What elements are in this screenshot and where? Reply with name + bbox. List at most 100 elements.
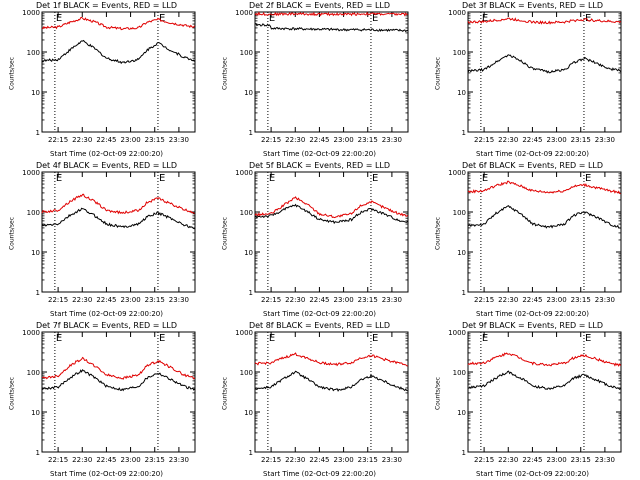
x-tick-label: 22:30 xyxy=(498,456,518,464)
lld-series-line xyxy=(42,356,196,380)
x-tick-label: 22:30 xyxy=(285,136,305,144)
event-marker-label: E xyxy=(269,173,275,184)
x-tick-label: 22:30 xyxy=(285,456,305,464)
plot-panel-det2: Det 2f BLACK = Events, RED = LLD 1 10 100 1… xyxy=(213,0,426,160)
plot-title: Det 5f BLACK = Events, RED = LLD xyxy=(248,161,391,170)
y-tick-label: 1 xyxy=(462,289,466,297)
lld-series-line xyxy=(467,17,622,25)
y-axis-label: Counts/sec xyxy=(434,376,442,411)
event-marker-label: E xyxy=(482,173,488,184)
x-tick-label: 23:30 xyxy=(382,136,402,144)
x-tick-label: 22:45 xyxy=(522,136,542,144)
x-tick-label: 22:15 xyxy=(48,136,68,144)
y-tick-label: 100 xyxy=(240,49,253,57)
events-series-line xyxy=(41,39,196,65)
y-axis-label: Counts/sec xyxy=(221,376,229,411)
x-tick-label: 23:15 xyxy=(571,456,591,464)
y-tick-label: 1 xyxy=(36,129,40,137)
y-tick-label: 10 xyxy=(31,409,40,417)
y-tick-label: 10 xyxy=(457,89,466,97)
y-tick-label: 1000 xyxy=(22,329,40,337)
plot-panel-det8: Det 8f BLACK = Events, RED = LLD 1 10 100 1… xyxy=(213,320,426,480)
event-marker-label: E xyxy=(269,13,275,24)
x-tick-label: 23:30 xyxy=(169,456,189,464)
x-axis-label: Start Time (02-Oct-09 22:00:20) xyxy=(263,470,376,478)
y-tick-label: 10 xyxy=(244,89,253,97)
plot-frame xyxy=(254,331,409,453)
x-tick-label: 23:00 xyxy=(120,456,140,464)
event-marker-label: E xyxy=(159,333,165,344)
event-marker-label: E xyxy=(372,173,378,184)
x-tick-label: 22:45 xyxy=(96,456,116,464)
plot-frame xyxy=(254,11,409,133)
x-axis-label: Start Time (02-Oct-09 22:00:20) xyxy=(50,470,163,478)
event-marker-label: E xyxy=(56,13,62,24)
plot-canvas: 1 10 100 1000 22:15 22:30 22:45 23:00 23:15 23:30… xyxy=(448,169,622,304)
y-tick-label: 1 xyxy=(462,449,466,457)
plot-title: Det 1f BLACK = Events, RED = LLD xyxy=(35,1,178,10)
x-tick-label: 22:30 xyxy=(498,296,518,304)
events-series-line xyxy=(41,207,195,230)
event-marker-label: E xyxy=(159,173,165,184)
plot-canvas: 1 10 100 1000 22:15 22:30 22:45 23:00 23:15 23:30… xyxy=(448,329,622,464)
x-tick-label: 22:15 xyxy=(474,136,494,144)
events-series-line xyxy=(254,370,408,392)
x-tick-label: 22:30 xyxy=(498,136,518,144)
y-tick-label: 10 xyxy=(31,249,40,257)
x-tick-label: 23:30 xyxy=(595,296,615,304)
x-tick-label: 22:45 xyxy=(96,296,116,304)
x-tick-label: 22:15 xyxy=(48,456,68,464)
y-axis-label: Counts/sec xyxy=(434,56,442,91)
plot-frame xyxy=(41,331,196,453)
y-tick-label: 100 xyxy=(27,209,40,217)
event-marker-label: E xyxy=(159,13,165,24)
x-tick-label: 23:15 xyxy=(571,136,591,144)
y-tick-label: 1000 xyxy=(22,169,40,177)
event-marker-label: E xyxy=(269,333,275,344)
plot-canvas: 1 10 100 1000 22:15 22:30 22:45 23:00 23:15 23:30… xyxy=(22,9,196,144)
event-marker-label: E xyxy=(585,173,591,184)
plot-panel-det6: Det 6f BLACK = Events, RED = LLD 1 10 100 1… xyxy=(426,160,639,320)
x-tick-label: 23:15 xyxy=(358,456,378,464)
events-series-line xyxy=(467,370,622,391)
events-series-line xyxy=(467,205,621,229)
x-tick-label: 23:15 xyxy=(145,136,165,144)
x-tick-label: 23:00 xyxy=(120,136,140,144)
y-tick-label: 10 xyxy=(457,409,466,417)
lld-series-line xyxy=(41,193,195,215)
x-tick-label: 22:45 xyxy=(309,136,329,144)
events-series-line xyxy=(41,368,196,392)
y-axis-label: Counts/sec xyxy=(221,216,229,251)
plot-frame xyxy=(254,171,409,293)
x-tick-label: 23:30 xyxy=(595,136,615,144)
lld-series-line xyxy=(467,352,622,367)
plot-canvas: 1 10 100 1000 22:15 22:30 22:45 23:00 23:15 23:30… xyxy=(22,329,196,464)
x-tick-label: 23:30 xyxy=(382,296,402,304)
x-tick-label: 23:00 xyxy=(546,296,566,304)
x-tick-label: 23:30 xyxy=(169,136,189,144)
y-tick-label: 1 xyxy=(36,289,40,297)
plot-frame xyxy=(467,331,622,453)
x-axis-label: Start Time (02-Oct-09 22:00:20) xyxy=(50,310,163,318)
y-tick-label: 100 xyxy=(27,369,40,377)
x-axis-label: Start Time (02-Oct-09 22:00:20) xyxy=(263,150,376,158)
x-tick-label: 23:15 xyxy=(145,296,165,304)
lld-series-line xyxy=(41,16,196,31)
plot-canvas: 1 10 100 1000 22:15 22:30 22:45 23:00 23:15 23:30… xyxy=(22,169,196,304)
x-tick-label: 22:15 xyxy=(261,296,281,304)
x-tick-label: 22:15 xyxy=(48,296,68,304)
x-tick-label: 23:00 xyxy=(120,296,140,304)
x-axis-label: Start Time (02-Oct-09 22:00:20) xyxy=(476,310,589,318)
event-marker-label: E xyxy=(372,13,378,24)
x-tick-label: 22:15 xyxy=(261,136,281,144)
y-tick-label: 1 xyxy=(249,129,253,137)
x-tick-label: 23:15 xyxy=(358,136,378,144)
y-tick-label: 10 xyxy=(31,89,40,97)
lld-series-line xyxy=(254,352,408,367)
x-tick-label: 22:15 xyxy=(474,296,494,304)
plot-title: Det 9f BLACK = Events, RED = LLD xyxy=(461,321,604,330)
plot-panel-det1: Det 1f BLACK = Events, RED = LLD 1 10 100 1… xyxy=(0,0,213,160)
events-series-line xyxy=(254,22,408,33)
event-marker-label: E xyxy=(372,333,378,344)
y-tick-label: 10 xyxy=(244,409,253,417)
